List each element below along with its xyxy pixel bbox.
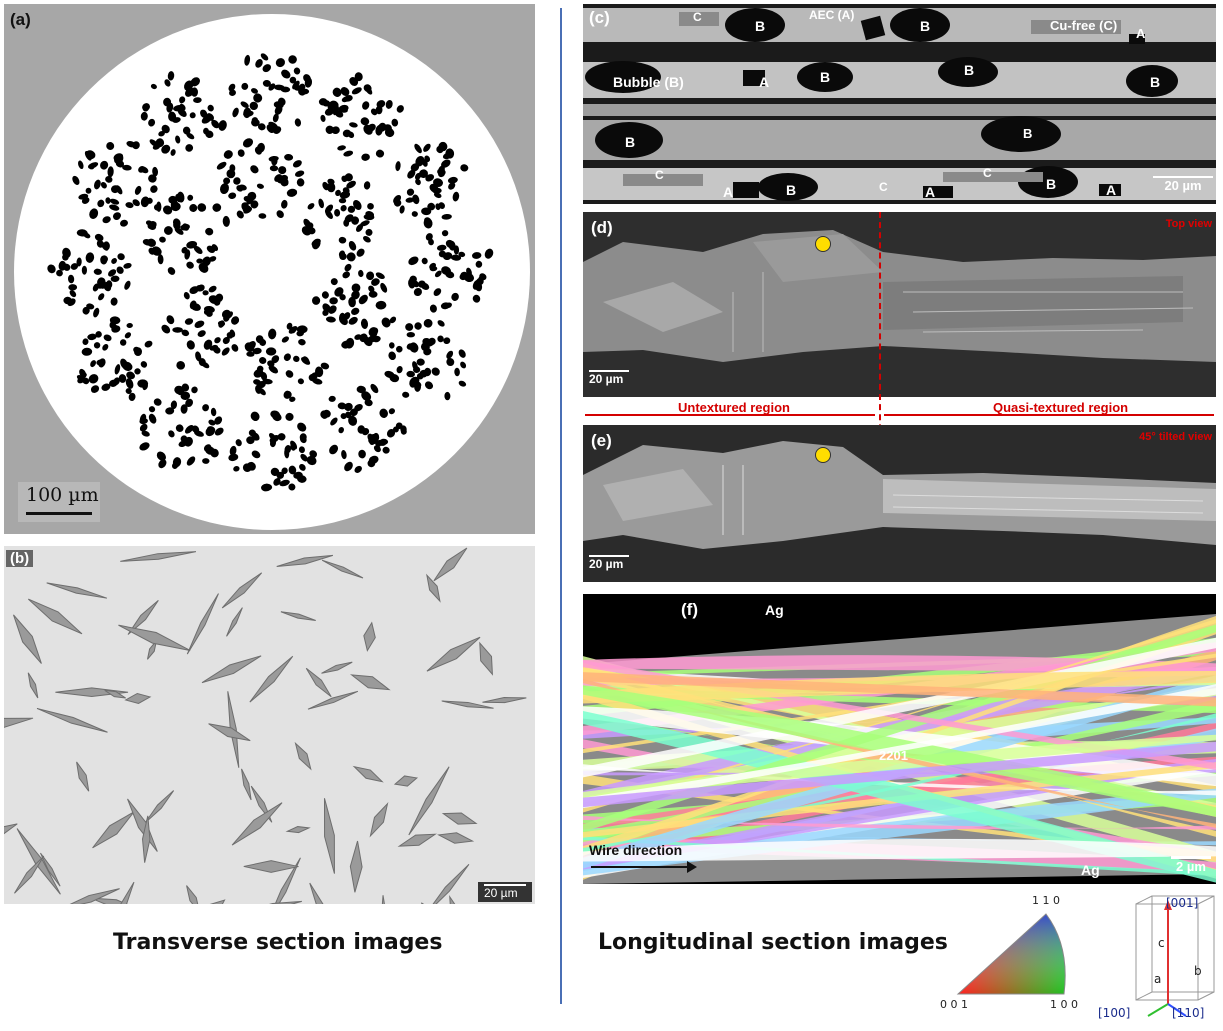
panel-b-label: (b) bbox=[6, 550, 34, 567]
annotation-a-2: A bbox=[759, 74, 770, 90]
panel-c-label: (c) bbox=[589, 8, 610, 27]
panel-e-scale-text: 20 µm bbox=[589, 557, 624, 571]
panel-d-view-label: Top view bbox=[1165, 218, 1212, 230]
annotation-c-1: C bbox=[693, 10, 702, 24]
axis-100-label: [100] bbox=[1098, 1006, 1131, 1020]
wire-direction-label: Wire direction bbox=[589, 842, 683, 858]
annotation-b-7: B bbox=[1023, 126, 1033, 141]
ipf-label-100: 1 0 0 bbox=[1050, 998, 1078, 1011]
annotation-a-3: A bbox=[723, 184, 734, 200]
annotation-cu-free: Cu-free (C) bbox=[1050, 18, 1118, 33]
annotation-a-4: A bbox=[925, 184, 936, 200]
panel-a-scale-text: 100 µm bbox=[26, 484, 99, 506]
sem-grain-image bbox=[4, 546, 535, 904]
ag-label-bottom: Ag bbox=[1081, 862, 1100, 878]
panel-d-scale-text: 20 µm bbox=[589, 372, 624, 386]
annotation-b-1: B bbox=[755, 18, 766, 34]
longitudinal-caption: Longitudinal section images bbox=[598, 930, 948, 955]
panel-c-scale-text: 20 µm bbox=[1164, 178, 1202, 193]
panel-d-top-view: (d) Top view 20 µm bbox=[583, 212, 1216, 397]
panel-e-scale-bar: 20 µm bbox=[589, 555, 629, 571]
ipf-triangle-legend: 1 1 0 0 0 1 1 0 0 bbox=[936, 894, 1086, 1016]
axis-001-label: [001] bbox=[1166, 896, 1199, 910]
annotation-b-6: B bbox=[625, 134, 636, 150]
wire-direction-arrow bbox=[591, 866, 691, 868]
annotation-c-3: C bbox=[879, 180, 888, 194]
axis-c-label: c bbox=[1158, 936, 1165, 950]
axis-110-label: [110] bbox=[1172, 1006, 1205, 1020]
panel-f-ebsd-map: (f) Ag Ag 2201 Wire direction 2 µm bbox=[583, 594, 1216, 884]
panel-e-tilted-view: (e) 45° tilted view 20 µm bbox=[583, 425, 1216, 582]
panel-f-scale-text: 2 µm bbox=[1176, 859, 1206, 874]
annotation-c-2: C bbox=[655, 168, 664, 182]
wire-cross-section-image bbox=[14, 14, 530, 530]
panel-d-scale-bar: 20 µm bbox=[589, 370, 629, 386]
panel-b-transverse-sem: (b) 20 µm bbox=[4, 546, 535, 904]
annotation-b-5: B bbox=[1150, 74, 1161, 90]
annotation-b-4: B bbox=[964, 62, 975, 78]
quasi-textured-region-label: Quasi-textured region bbox=[993, 400, 1129, 415]
panel-c-longitudinal-sem: (c) AEC (A) Cu-free (C) Bubble (B) C B B… bbox=[583, 4, 1216, 204]
panel-b-scale-bar: 20 µm bbox=[478, 882, 532, 902]
filament-tilted-view-image bbox=[583, 425, 1216, 582]
panel-c-scale-bar: 20 µm bbox=[1153, 176, 1213, 200]
panel-a-transverse-wire: (a) 100 µm bbox=[4, 4, 535, 534]
orientation-map-image bbox=[583, 594, 1216, 884]
ag-label-top: Ag bbox=[765, 602, 784, 618]
transverse-caption: Transverse section images bbox=[113, 930, 443, 955]
wire-direction-arrow-head bbox=[687, 861, 697, 873]
annotation-c-4: C bbox=[983, 166, 992, 180]
annotation-b-8: B bbox=[786, 182, 797, 198]
panel-f-scale-bar: 2 µm bbox=[1171, 856, 1211, 874]
section-divider bbox=[560, 8, 562, 1004]
annotation-a-5: A bbox=[1106, 182, 1117, 198]
panel-e-label: (e) bbox=[591, 431, 612, 450]
quasi-arrow bbox=[884, 414, 1214, 416]
filament-top-view-image bbox=[583, 212, 1216, 397]
region-divider-line bbox=[879, 212, 881, 582]
axis-a-label: a bbox=[1154, 972, 1162, 986]
panel-e-view-label: 45° tilted view bbox=[1139, 431, 1212, 443]
annotation-bubble: Bubble (B) bbox=[613, 74, 684, 90]
panel-a-scale-bar: 100 µm bbox=[18, 482, 100, 522]
ipf-label-110: 1 1 0 bbox=[1032, 894, 1060, 907]
filament-bands-image bbox=[583, 4, 1216, 204]
panel-d-label: (d) bbox=[591, 218, 613, 237]
untextured-arrow bbox=[585, 414, 875, 416]
panel-a-label: (a) bbox=[10, 10, 31, 29]
panel-d-marker-dot bbox=[815, 236, 831, 252]
axis-b-label: b bbox=[1194, 964, 1202, 978]
annotation-b-3: B bbox=[820, 69, 831, 85]
panel-e-marker-dot bbox=[815, 447, 831, 463]
annotation-b-9: B bbox=[1046, 176, 1057, 192]
phase-2201-label: 2201 bbox=[879, 748, 908, 763]
ipf-label-001: 0 0 1 bbox=[940, 998, 968, 1011]
crystal-axes-legend: [001] c a b [100] [110] bbox=[1096, 892, 1221, 1026]
annotation-b-2: B bbox=[920, 18, 931, 34]
panel-f-label: (f) bbox=[681, 600, 698, 619]
annotation-aec: AEC (A) bbox=[809, 8, 855, 22]
annotation-a-1: A bbox=[1136, 26, 1146, 41]
untextured-region-label: Untextured region bbox=[678, 400, 790, 415]
panel-b-scale-text: 20 µm bbox=[484, 886, 518, 900]
